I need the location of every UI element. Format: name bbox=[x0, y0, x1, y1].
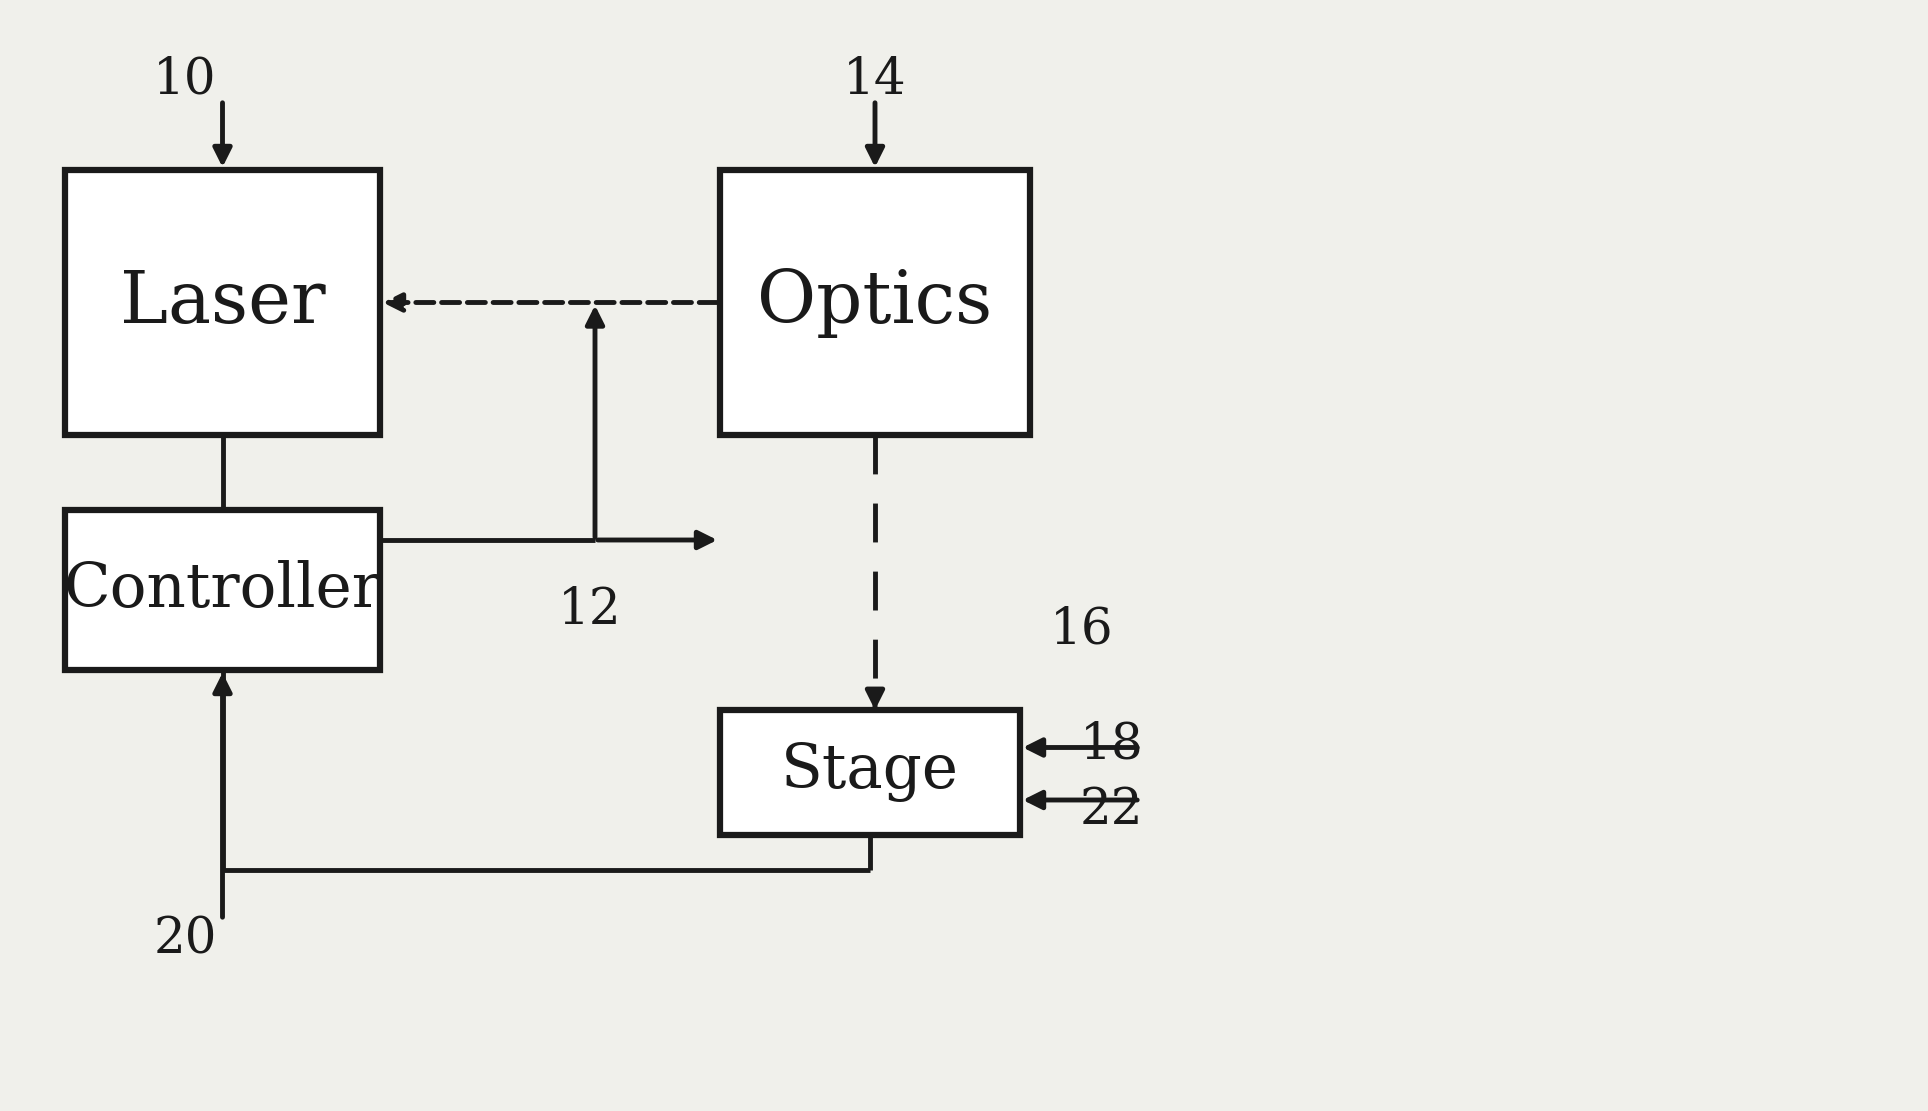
Text: 22: 22 bbox=[1080, 785, 1143, 834]
Text: 10: 10 bbox=[152, 56, 216, 104]
Text: 18: 18 bbox=[1080, 720, 1143, 770]
Text: Optics: Optics bbox=[758, 268, 993, 338]
Bar bbox=[719, 710, 1020, 835]
Text: 14: 14 bbox=[843, 56, 906, 104]
Bar bbox=[719, 170, 1030, 436]
Text: Laser: Laser bbox=[120, 268, 326, 338]
Text: Controller: Controller bbox=[64, 560, 382, 620]
Bar bbox=[66, 170, 380, 436]
Text: 20: 20 bbox=[152, 915, 216, 964]
Text: Stage: Stage bbox=[781, 742, 958, 802]
Bar bbox=[66, 510, 380, 670]
Text: 12: 12 bbox=[559, 585, 623, 634]
Text: 16: 16 bbox=[1051, 605, 1114, 654]
